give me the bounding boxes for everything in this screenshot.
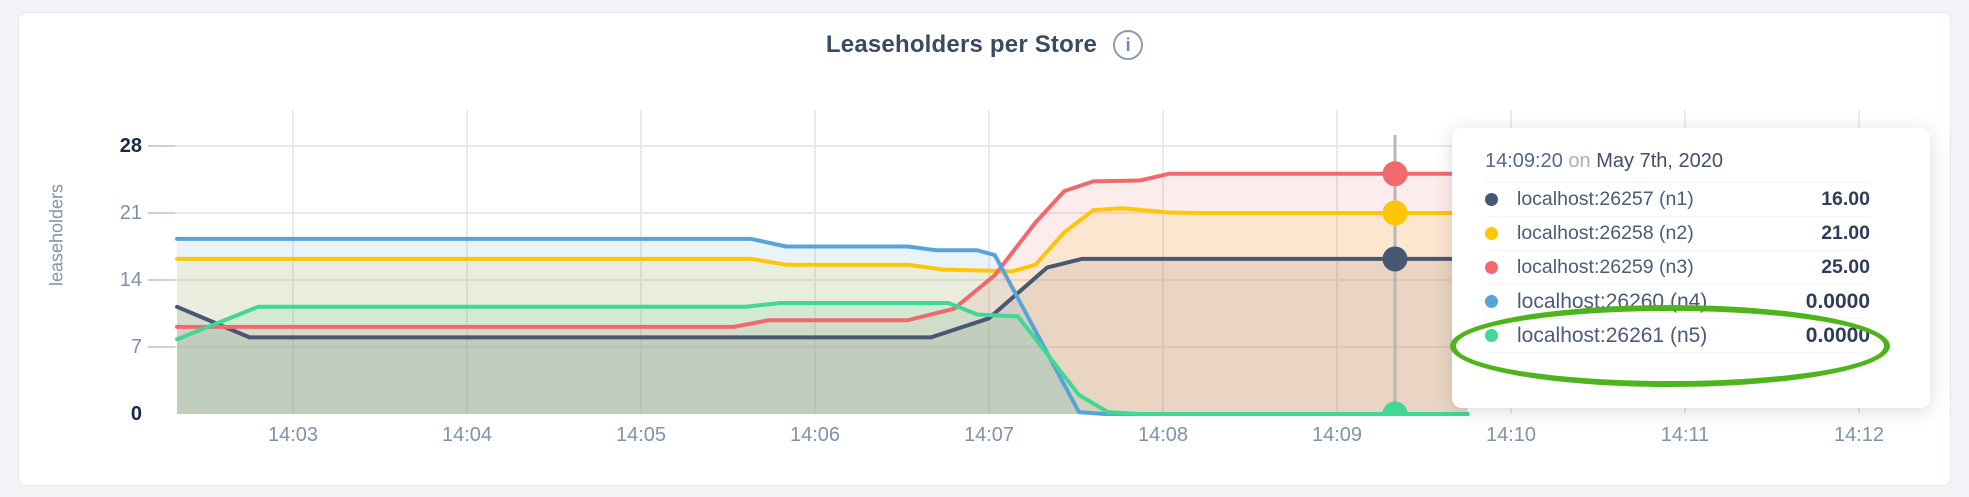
series-line[interactable]: [175, 236, 1470, 416]
hover-dot: [1382, 161, 1408, 187]
tooltip-time: 14:09:20: [1485, 150, 1563, 172]
series-color-dot: [1485, 261, 1498, 274]
y-tick-label: 0: [130, 403, 142, 425]
info-icon[interactable]: i: [1113, 30, 1144, 60]
x-tick-label: 14:05: [615, 424, 667, 446]
hover-tooltip: 14:09:20 on May 7th, 2020 localhost:2625…: [1452, 128, 1930, 408]
series-value: 16.00: [1821, 188, 1870, 210]
x-tick-label: 14:09: [1311, 424, 1363, 446]
y-tick-label: 7: [130, 336, 142, 358]
series-area: [177, 303, 1468, 414]
x-tick-label: 14:03: [267, 424, 319, 446]
series-value: 0.0000: [1805, 289, 1870, 313]
chart-header: Leaseholders per Store i: [0, 30, 1969, 60]
series-label: localhost:26258 (n2): [1517, 222, 1694, 244]
x-tick-label: 14:04: [441, 424, 493, 446]
x-tick-label: 14:10: [1485, 424, 1537, 446]
series-value: 25.00: [1821, 256, 1870, 278]
x-tick-label: 14:06: [789, 424, 841, 446]
y-tick-label: 14: [119, 269, 142, 291]
x-tick-label: 14:08: [1137, 424, 1189, 446]
series-color-dot: [1485, 329, 1498, 342]
tooltip-row: localhost:26261 (n5) 0.0000: [1485, 319, 1870, 353]
series-area: [177, 238, 1468, 414]
series-label: localhost:26259 (n3): [1517, 256, 1694, 278]
tooltip-row: localhost:26257 (n1) 16.00: [1485, 183, 1870, 217]
tooltip-rows: localhost:26257 (n1) 16.00 localhost:26258…: [1485, 183, 1870, 353]
tooltip-row: localhost:26259 (n3) 25.00: [1485, 251, 1870, 285]
series-line[interactable]: [175, 256, 1470, 340]
series-value: 0.0000: [1805, 323, 1870, 347]
series-value: 21.00: [1821, 222, 1870, 244]
series-label: localhost:26260 (n4): [1517, 289, 1708, 313]
series-line[interactable]: [175, 171, 1470, 329]
series-color-dot: [1485, 193, 1498, 206]
tooltip-date: May 7th, 2020: [1596, 150, 1723, 172]
hover-dot: [1382, 200, 1408, 226]
y-tick-label: 28: [119, 135, 142, 157]
series-area: [177, 258, 1468, 414]
series-color-dot: [1485, 227, 1498, 240]
tooltip-row: localhost:26258 (n2) 21.00: [1485, 217, 1870, 251]
series-line[interactable]: [175, 206, 1470, 274]
series-area: [177, 173, 1468, 414]
tooltip-row: localhost:26260 (n4) 0.0000: [1485, 285, 1870, 319]
x-tick-label: 14:12: [1833, 424, 1885, 446]
series-line[interactable]: [175, 301, 1470, 416]
series-color-dot: [1485, 295, 1498, 308]
tooltip-header: 14:09:20 on May 7th, 2020: [1485, 144, 1870, 183]
y-tick-label: 21: [119, 202, 142, 224]
hover-dot: [1382, 246, 1408, 272]
x-tick-label: 14:07: [963, 424, 1015, 446]
hover-dot: [1382, 401, 1408, 415]
x-tick-label: 14:11: [1660, 424, 1710, 446]
page-title: Leaseholders per Store: [825, 31, 1098, 58]
series-label: localhost:26261 (n5): [1517, 323, 1708, 347]
series-label: localhost:26257 (n1): [1517, 188, 1694, 210]
tooltip-conjunction: on: [1568, 150, 1591, 172]
